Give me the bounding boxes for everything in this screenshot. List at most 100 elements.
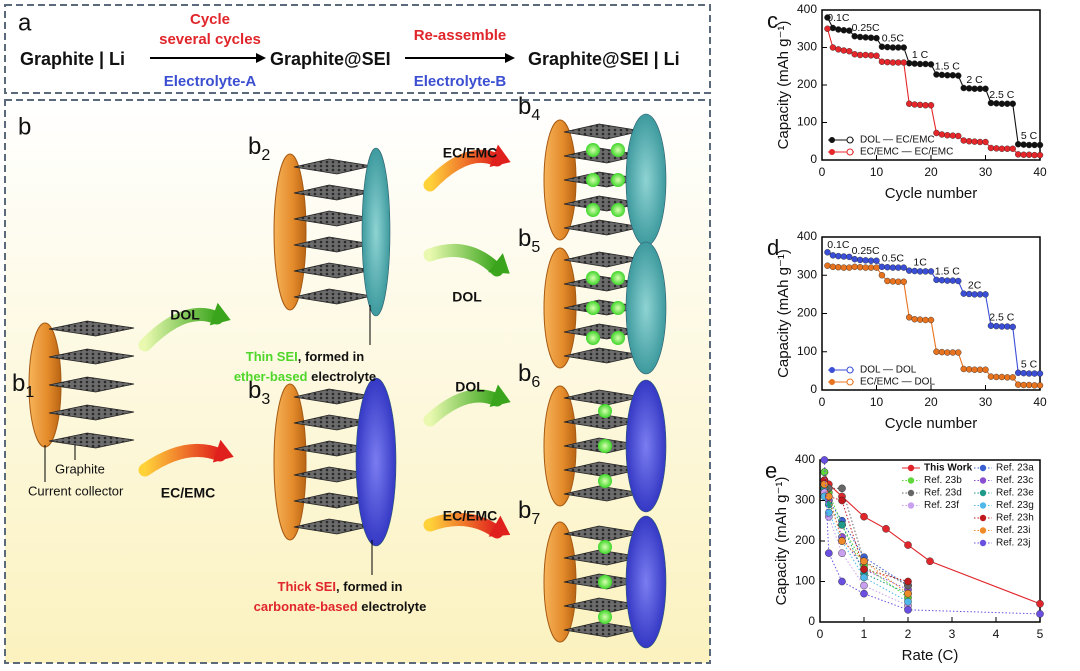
data-point [867,264,875,271]
data-point [971,138,978,145]
li-ion [586,203,600,217]
y-tick-label: 0 [810,152,817,166]
data-point [1025,370,1033,377]
y-tick-label: 100 [795,574,815,588]
y-axis-label: Capacity (mAh g⁻¹) [775,249,792,378]
data-point [960,290,967,297]
legend-label: Ref. 23b [924,475,962,486]
electrolyte-label: Electrolyte-B [414,73,507,90]
data-point [998,145,1006,152]
legend-label: Ref. 23f [924,500,959,511]
data-point [851,255,858,263]
thin-sei-caption: ether-based electrolyte [234,369,376,384]
data-point [1015,141,1022,148]
data-point [862,34,869,41]
plot-frame [819,459,1041,623]
data-point [878,272,886,279]
legend-marker [846,136,854,144]
li-ion [586,271,600,285]
series-line [823,496,909,603]
data-point [1020,369,1027,377]
data-point [889,278,897,285]
graphene-layer [48,404,135,421]
data-point [1036,382,1044,389]
middle-label: Graphite@SEI [270,49,391,69]
data-point [895,264,902,271]
data-point [916,60,924,68]
sei-layer [625,113,667,247]
data-point [976,366,984,373]
caption-part: , formed in [298,349,365,364]
data-point [860,557,868,566]
caption-part: Thin SEI [246,349,298,364]
data-point [955,132,962,140]
data-point [944,349,951,356]
thick-sei-caption: carbonate-based electrolyte [254,599,427,614]
data-point [825,549,833,557]
data-point [824,25,831,32]
data-point [944,72,951,79]
data-point [846,27,853,34]
data-point [976,85,984,92]
legend-marker [907,477,915,484]
legend-label: Ref. 23h [996,513,1034,524]
data-point [820,480,829,489]
data-point [835,252,842,260]
li-ion [598,439,612,453]
data-point [911,60,918,67]
x-axis-label: Rate (C) [902,647,959,664]
data-point [938,348,946,356]
data-point [884,264,891,271]
data-point [965,366,973,373]
stage-label: b1 [12,370,34,401]
data-point [840,47,847,54]
x-tick-label: 30 [979,165,993,179]
y-tick-label: 200 [797,306,817,320]
data-point [949,72,956,79]
legend-label: Ref. 23i [996,525,1030,536]
arrow-label: DOL [452,289,482,305]
end-label: Graphite@SEI | Li [528,49,680,69]
stage-letter: b [12,370,25,397]
data-point [835,26,842,33]
legend-marker [846,378,854,386]
x-tick-label: 1 [861,627,868,641]
legend-marker [829,137,835,143]
data-point [1025,381,1033,389]
y-tick-label: 400 [795,452,815,466]
data-point [906,60,913,67]
rate-label: 0.5C [882,33,905,45]
caption-part: electrolyte [308,369,377,384]
li-ion [598,575,612,589]
data-point [1036,370,1044,377]
data-point [993,145,1000,152]
li-ion [598,610,612,624]
arrow-head [256,53,266,63]
y-tick-label: 400 [797,2,817,16]
panel-label: e [765,458,777,483]
data-point [911,101,918,108]
data-point [916,101,924,109]
caption-part: Thick SEI [278,579,337,594]
data-point [856,256,864,264]
arrow-label: DOL [455,379,485,395]
data-point [851,33,858,40]
y-axis-label: Capacity (mAh g⁻¹) [775,21,792,150]
data-point [976,291,984,298]
rate-label: 1 C [912,49,929,61]
reaction-arrow [423,512,504,539]
data-point [825,508,833,517]
thick-sei-caption: Thick SEI, formed in [278,579,403,594]
data-point [982,85,989,92]
data-point [933,71,940,78]
y-tick-label: 100 [797,115,817,129]
data-point [1009,323,1016,331]
y-axis-label: Capacity (mAh g⁻¹) [773,477,790,606]
data-point [922,316,929,324]
data-point [998,100,1006,107]
data-point [1004,323,1011,330]
legend-marker [907,489,915,497]
data-point [916,268,924,275]
data-point [829,252,837,259]
reaction-arrow [138,443,227,477]
